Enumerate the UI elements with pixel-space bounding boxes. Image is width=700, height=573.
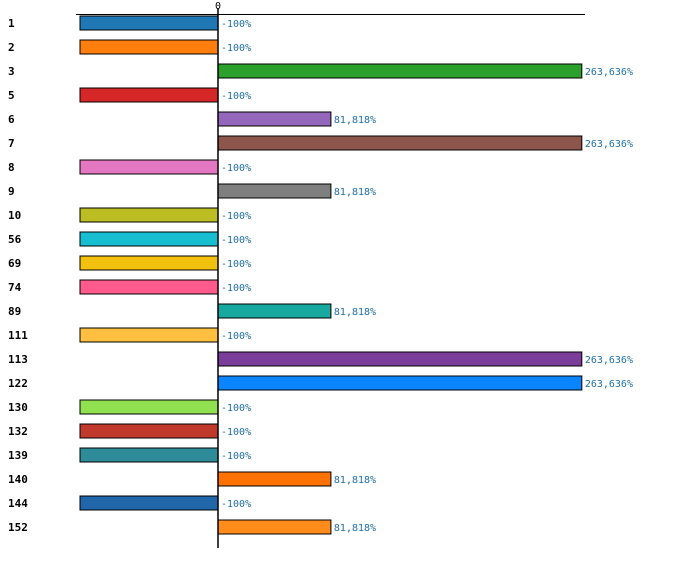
category-label-122: 122 [8, 377, 28, 390]
category-label-2: 2 [8, 41, 15, 54]
category-label-130: 130 [8, 401, 28, 414]
bar-140 [217, 471, 332, 487]
bar-56 [79, 231, 219, 247]
category-label-152: 152 [8, 521, 28, 534]
value-label-132: -100% [221, 427, 251, 438]
category-label-6: 6 [8, 113, 15, 126]
category-label-9: 9 [8, 185, 15, 198]
bar-2 [79, 39, 219, 55]
value-label-10: -100% [221, 211, 251, 222]
bar-74 [79, 279, 219, 295]
bar-152 [217, 519, 332, 535]
bar-8 [79, 159, 219, 175]
value-label-2: -100% [221, 43, 251, 54]
value-label-113: 263,636% [585, 355, 633, 366]
category-label-139: 139 [8, 449, 28, 462]
value-label-69: -100% [221, 259, 251, 270]
bar-89 [217, 303, 332, 319]
category-label-74: 74 [8, 281, 22, 294]
bar-113 [217, 351, 583, 367]
category-labels: 1235678910566974891111131221301321391401… [8, 17, 28, 534]
bar-139 [79, 447, 219, 463]
value-label-3: 263,636% [585, 67, 633, 78]
value-label-9: 81,818% [334, 187, 376, 198]
bar-6 [217, 111, 332, 127]
bars-layer [79, 15, 583, 535]
category-label-8: 8 [8, 161, 15, 174]
value-label-130: -100% [221, 403, 251, 414]
category-label-56: 56 [8, 233, 22, 246]
bar-7 [217, 135, 583, 151]
bar-1 [79, 15, 219, 31]
bar-3 [217, 63, 583, 79]
category-label-3: 3 [8, 65, 15, 78]
value-label-56: -100% [221, 235, 251, 246]
category-label-69: 69 [8, 257, 21, 270]
value-label-74: -100% [221, 283, 251, 294]
value-labels: -100% -100% 263,636% -100% 81,818% 263,636% -1… [221, 19, 633, 534]
category-label-10: 10 [8, 209, 21, 222]
bar-5 [79, 87, 219, 103]
bar-144 [79, 495, 219, 511]
category-label-113: 113 [8, 353, 28, 366]
category-label-132: 132 [8, 425, 28, 438]
bar-69 [79, 255, 219, 271]
category-label-1: 1 [8, 17, 15, 30]
value-label-89: 81,818% [334, 307, 376, 318]
value-label-139: -100% [221, 451, 251, 462]
value-label-111: -100% [221, 331, 251, 342]
category-label-5: 5 [8, 89, 15, 102]
bar-122 [217, 375, 583, 391]
bar-10 [79, 207, 219, 223]
value-label-6: 81,818% [334, 115, 376, 126]
category-label-144: 144 [8, 497, 28, 510]
bar-130 [79, 399, 219, 415]
bar-111 [79, 327, 219, 343]
value-label-8: -100% [221, 163, 251, 174]
category-label-140: 140 [8, 473, 28, 486]
bar-9 [217, 183, 332, 199]
value-label-152: 81,818% [334, 523, 376, 534]
category-label-111: 111 [8, 329, 28, 342]
value-label-7: 263,636% [585, 139, 633, 150]
category-label-89: 89 [8, 305, 21, 318]
category-label-7: 7 [8, 137, 15, 150]
bar-132 [79, 423, 219, 439]
value-label-144: -100% [221, 499, 251, 510]
value-label-1: -100% [221, 19, 251, 30]
value-label-140: 81,818% [334, 475, 376, 486]
value-label-122: 263,636% [585, 379, 633, 390]
zero-tick-label: 0 [215, 1, 221, 12]
value-label-5: -100% [221, 91, 251, 102]
